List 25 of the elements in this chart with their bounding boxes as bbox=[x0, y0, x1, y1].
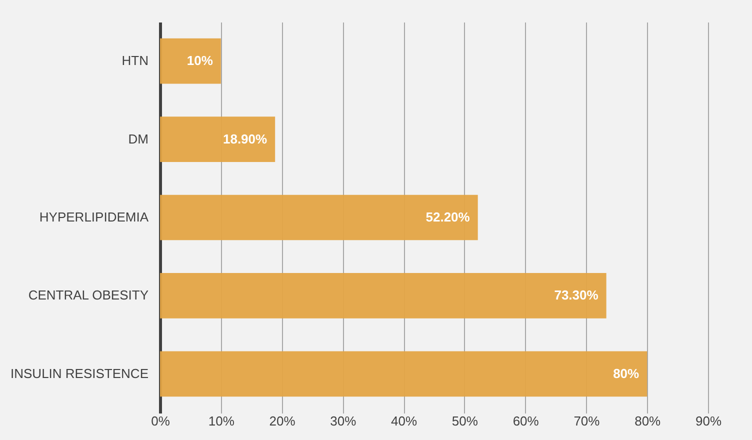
x-tick-label: 90% bbox=[695, 414, 722, 428]
data-label: 73.30% bbox=[554, 288, 599, 303]
bar bbox=[160, 38, 221, 84]
x-tick-label: 80% bbox=[634, 414, 662, 428]
bar bbox=[160, 351, 648, 397]
x-tick-label: 20% bbox=[269, 414, 296, 428]
x-tick-label: 0% bbox=[151, 414, 170, 428]
y-tick-label: HTN bbox=[122, 53, 148, 68]
data-label: 10% bbox=[186, 53, 214, 68]
bar bbox=[160, 273, 606, 318]
data-label: 18.90% bbox=[222, 131, 268, 146]
data-label: 80% bbox=[613, 366, 640, 381]
y-tick-label: CENTRAL OBESITY bbox=[28, 288, 149, 303]
x-tick-label: 50% bbox=[452, 414, 478, 428]
y-tick-label: INSULIN RESISTENCE bbox=[10, 366, 149, 381]
x-tick-label: 60% bbox=[512, 414, 540, 428]
bar bbox=[160, 116, 276, 162]
x-tick-label: 30% bbox=[330, 414, 357, 428]
x-tick-label: 70% bbox=[574, 414, 600, 428]
x-tick-label: 10% bbox=[208, 414, 235, 428]
y-tick-label: DM bbox=[128, 131, 148, 146]
data-label: 52.20% bbox=[426, 210, 470, 224]
x-tick-label: 40% bbox=[391, 414, 418, 428]
y-tick-label: HYPERLIPIDEMIA bbox=[39, 210, 149, 224]
bar bbox=[160, 194, 478, 240]
